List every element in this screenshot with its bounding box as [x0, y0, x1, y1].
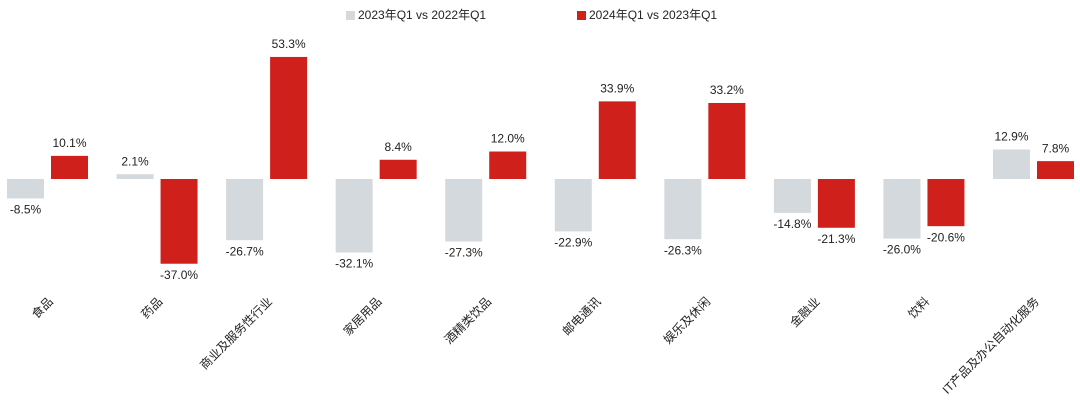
data-label: -27.3% [445, 246, 483, 260]
bar [270, 56, 308, 179]
bar [51, 155, 88, 179]
x-tick-label: IT产品及办公自动化服务 [939, 294, 1042, 397]
data-label: -20.6% [927, 230, 965, 244]
legend-label: 2024年Q1 vs 2023年Q1 [589, 8, 717, 22]
bar [927, 179, 965, 227]
x-tick-label: 药品 [139, 294, 166, 321]
bar [773, 179, 811, 213]
data-label: 2.1% [121, 154, 149, 168]
x-tick-label: 金融业 [787, 294, 823, 330]
bar [1037, 161, 1074, 179]
bar [489, 151, 527, 179]
legend-swatch [577, 11, 586, 20]
x-tick-label: 邮电通讯 [560, 294, 604, 338]
bar [664, 179, 702, 240]
x-tick-label: 商业及服务性行业 [196, 294, 274, 372]
data-label: 7.8% [1042, 141, 1070, 155]
data-label: -14.8% [773, 217, 811, 231]
bar [226, 179, 264, 241]
x-tick-label: 食品 [28, 294, 56, 322]
bar [708, 102, 746, 179]
bar [993, 149, 1030, 179]
data-label: 33.2% [710, 83, 744, 97]
data-label: -26.0% [883, 243, 921, 257]
data-label: -37.0% [160, 268, 198, 282]
data-label: 33.9% [600, 82, 634, 96]
data-label: -8.5% [10, 203, 42, 217]
data-label: -26.3% [664, 243, 702, 257]
x-tick-label: 酒精类饮品 [442, 294, 494, 346]
bar [445, 179, 483, 242]
data-label: 10.1% [52, 136, 86, 150]
data-label: -21.3% [817, 232, 855, 246]
bar [598, 101, 636, 179]
data-label: 12.0% [491, 132, 525, 146]
data-label: -22.9% [554, 236, 592, 250]
x-tick-label: 娱乐及休闲 [661, 294, 713, 346]
data-label: -26.7% [226, 244, 264, 258]
x-tick-label: 家居用品 [340, 294, 385, 339]
x-tick-label: 饮料 [905, 294, 932, 321]
bar [335, 179, 373, 253]
bar [379, 159, 417, 179]
data-label: 8.4% [384, 140, 412, 154]
data-label: 12.9% [994, 130, 1028, 144]
bar [817, 179, 855, 228]
bar [160, 179, 198, 264]
bar [883, 179, 921, 239]
bar [116, 174, 154, 179]
bar [554, 179, 592, 232]
legend-swatch [346, 11, 355, 20]
legend-label: 2023年Q1 vs 2022年Q1 [358, 8, 486, 22]
data-label: 53.3% [272, 37, 306, 51]
bar [7, 179, 44, 199]
data-label: -32.1% [335, 257, 373, 271]
